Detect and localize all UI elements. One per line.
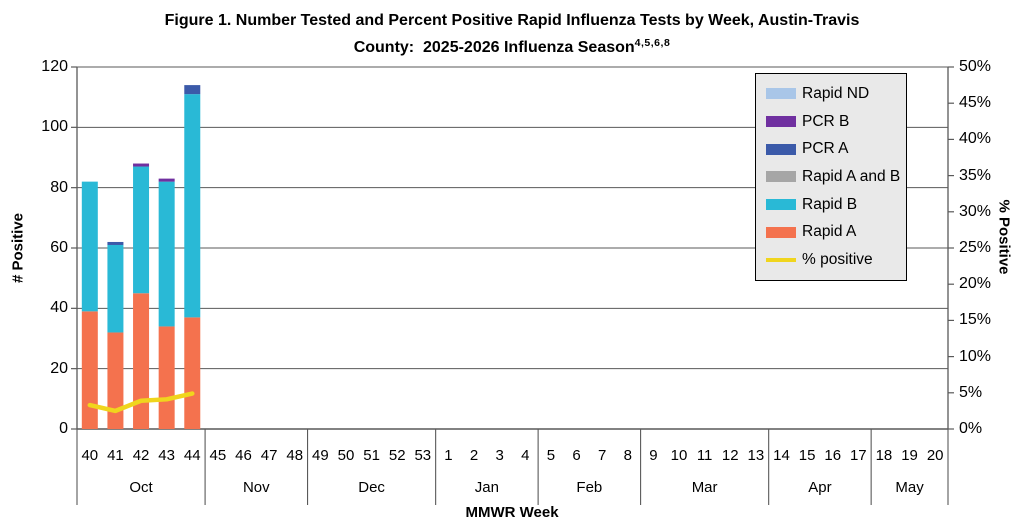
bar-segment-rapid-b xyxy=(81,181,98,312)
x-axis-title: MMWR Week xyxy=(465,504,559,521)
legend-item-pcr-a: PCR A xyxy=(766,138,902,160)
legend-item-rapid-b: Rapid B xyxy=(766,194,902,216)
legend-label: PCR A xyxy=(802,140,849,158)
bar-segment-rapid-b xyxy=(133,166,150,294)
legend-item-pcr-b: PCR B xyxy=(766,111,902,133)
bar-segment-rapid-a xyxy=(81,311,98,429)
y-axis-title-left: # Positive xyxy=(9,212,27,284)
y-axis-title-right: % Positive xyxy=(995,199,1013,275)
legend-item-rapid-nd: Rapid ND xyxy=(766,83,902,105)
legend-item--positive: % positive xyxy=(766,249,902,271)
legend-swatch-icon xyxy=(766,258,796,263)
bar-segment-rapid-b xyxy=(158,181,175,327)
legend-label: % positive xyxy=(802,251,873,269)
legend-swatch-icon xyxy=(766,116,796,128)
bar-segment-rapid-a xyxy=(107,332,124,429)
legend-swatch-icon xyxy=(766,226,796,238)
bar-segment-rapid-a xyxy=(184,317,201,429)
legend-label: Rapid B xyxy=(802,195,858,213)
legend-swatch-icon xyxy=(766,199,796,211)
percent-positive-line xyxy=(87,391,195,414)
bar-segment-pcr-b xyxy=(158,178,175,182)
legend-item-rapid-a: Rapid A xyxy=(766,221,902,243)
legend-swatch-icon xyxy=(766,171,796,183)
legend-label: PCR B xyxy=(802,112,850,130)
chart-title-superscript: 4,5,6,8 xyxy=(634,37,671,49)
legend-label: Rapid A and B xyxy=(802,167,901,185)
chart-title-line2: County: 2025-2026 Influenza Season xyxy=(353,39,635,56)
legend-label: Rapid A xyxy=(802,223,857,241)
chart-title-line1: Figure 1. Number Tested and Percent Posi… xyxy=(164,12,860,29)
bar-segment-rapid-a xyxy=(158,326,175,429)
legend-item-rapid-a-and-b: Rapid A and B xyxy=(766,166,902,188)
bar-segment-rapid-b xyxy=(107,244,124,333)
bar-segment-pcr-a xyxy=(184,85,201,95)
legend-swatch-icon xyxy=(766,88,796,100)
chart-title: Figure 1. Number Tested and Percent Posi… xyxy=(0,10,1024,59)
bar-segment-rapid-a xyxy=(133,293,150,429)
legend-label: Rapid ND xyxy=(802,84,870,102)
legend-swatch-icon xyxy=(766,143,796,155)
chart-legend: Rapid ND PCR B PCR A Rapid A and B Rapid B Ra… xyxy=(755,73,907,281)
bar-segment-pcr-b xyxy=(133,163,150,167)
bar-segment-pcr-a xyxy=(107,241,124,245)
bar-segment-rapid-b xyxy=(184,94,201,318)
